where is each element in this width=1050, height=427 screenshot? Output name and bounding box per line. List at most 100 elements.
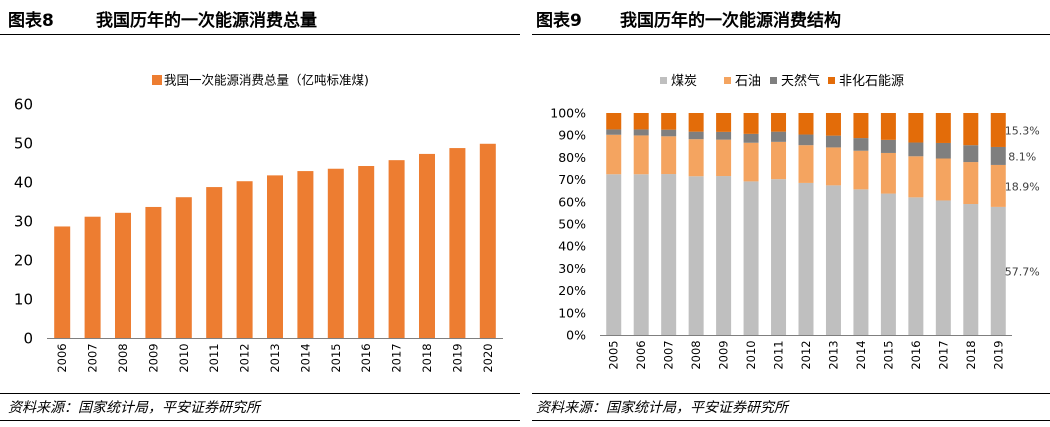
x-tick-label: 2019 <box>450 343 464 372</box>
bar-2017-煤炭 <box>935 200 951 335</box>
x-tick-label: 2011 <box>772 340 786 369</box>
bar-2014 <box>297 171 314 338</box>
y-tick-label: 10% <box>558 305 586 320</box>
x-tick-label: 2013 <box>826 340 840 369</box>
bar-2020 <box>479 143 496 338</box>
bar-2007-天然气 <box>661 129 677 137</box>
legend-label-total: 我国一次能源消费总量（亿吨标准煤) <box>164 73 369 88</box>
bar-2016-石油 <box>908 156 924 198</box>
figure-8-title: 我国历年的一次能源消费总量 <box>96 11 317 31</box>
bar-2011-天然气 <box>771 131 787 142</box>
bar-2008-非化石能源 <box>688 113 704 132</box>
y-tick-label: 40 <box>14 174 33 192</box>
y-tick-label: 80% <box>558 150 586 165</box>
legend-swatch-1 <box>724 77 731 84</box>
bar-2019-石油 <box>990 164 1006 207</box>
bar-2019-非化石能源 <box>990 113 1006 147</box>
x-tick-label: 2006 <box>634 340 648 369</box>
bar-2006 <box>54 226 71 338</box>
bar-2019 <box>449 148 466 338</box>
y-tick-label: 60 <box>14 96 33 114</box>
bar-2017 <box>388 160 405 338</box>
x-tick-label: 2015 <box>329 343 343 372</box>
figure-8-panel: 图表8 我国历年的一次能源消费总量 我国一次能源消费总量（亿吨标准煤) 0 10 20… <box>0 0 520 427</box>
bar-2007 <box>84 216 101 338</box>
bar-2012-天然气 <box>798 134 814 146</box>
x-tick-label: 2006 <box>55 343 69 372</box>
x-tick-label: 2014 <box>854 340 868 369</box>
legend-label-1: 石油 <box>735 74 761 89</box>
bar-2010-石油 <box>743 142 759 182</box>
bar-2006-非化石能源 <box>633 113 649 130</box>
bar-2016-煤炭 <box>908 197 924 335</box>
bar-2012-石油 <box>798 145 814 183</box>
bar-2016 <box>358 166 375 338</box>
bar-2009-石油 <box>716 139 732 177</box>
bar-2018 <box>419 153 435 338</box>
bar-2015-非化石能源 <box>880 113 896 140</box>
bar-2015 <box>327 168 344 338</box>
bar-2009 <box>145 206 162 338</box>
x-tick-label: 2016 <box>909 340 923 369</box>
x-tick-label: 2018 <box>420 343 434 372</box>
figure-9-number: 图表9 <box>536 11 582 31</box>
bar-2011-石油 <box>771 141 787 180</box>
legend-label-2: 天然气 <box>781 73 820 89</box>
legend-swatch-2 <box>770 77 777 84</box>
figure-8-number: 图表8 <box>8 11 54 31</box>
bar-2014-石油 <box>853 150 869 190</box>
figure-8-footer: 资料来源：国家统计局，平安证券研究所 <box>0 393 520 421</box>
bar-2010-天然气 <box>743 133 759 143</box>
x-tick-label: 2012 <box>799 340 813 369</box>
x-tick-label: 2020 <box>481 343 495 372</box>
bar-2013-非化石能源 <box>825 113 841 136</box>
legend-label-0: 煤炭 <box>671 74 697 89</box>
figure-9-header: 图表9 我国历年的一次能源消费结构 <box>532 0 1050 35</box>
bar-2005-天然气 <box>606 129 622 135</box>
x-tick-label: 2009 <box>717 340 731 369</box>
bar-2018-石油 <box>963 162 979 205</box>
y-tick-label: 30 <box>14 213 33 231</box>
bar-2013-煤炭 <box>825 185 841 335</box>
bar-2015-石油 <box>880 152 896 194</box>
y-tick-label: 50 <box>14 135 33 153</box>
bar-2006-天然气 <box>633 129 649 136</box>
bar-2019-天然气 <box>990 146 1006 165</box>
bar-2016-非化石能源 <box>908 113 924 143</box>
y-tick-label: 50% <box>558 217 586 232</box>
bar-2011-煤炭 <box>771 179 787 335</box>
y-tick-label: 0% <box>566 328 586 343</box>
x-tick-label: 2009 <box>146 343 160 372</box>
bar-2009-煤炭 <box>716 176 732 335</box>
bar-2017-石油 <box>935 158 951 201</box>
bar-2016-天然气 <box>908 142 924 157</box>
x-tick-label: 2007 <box>662 340 676 369</box>
x-tick-label: 2007 <box>86 343 100 372</box>
x-tick-label: 2011 <box>207 343 221 372</box>
bar-2009-天然气 <box>716 131 732 140</box>
x-tick-label: 2012 <box>238 343 252 372</box>
data-label-天然气: 8.1% <box>1008 150 1036 163</box>
y-tick-label: 20% <box>558 283 586 298</box>
bar-2005-石油 <box>606 134 622 175</box>
x-tick-label: 2016 <box>359 343 373 372</box>
x-tick-label: 2017 <box>936 340 950 369</box>
y-tick-label: 70% <box>558 172 586 187</box>
bar-2006-煤炭 <box>633 174 649 335</box>
x-tick-label: 2017 <box>390 343 404 372</box>
bar-2011 <box>206 187 223 338</box>
y-tick-label: 40% <box>558 239 586 254</box>
x-tick-label: 2013 <box>268 343 282 372</box>
bar-2008-石油 <box>688 139 704 177</box>
bar-2005-煤炭 <box>606 174 622 335</box>
bar-2006-石油 <box>633 135 649 175</box>
bar-2010-煤炭 <box>743 181 759 335</box>
bar-2014-天然气 <box>853 138 869 151</box>
bar-2013-天然气 <box>825 135 841 148</box>
bar-2014-煤炭 <box>853 189 869 335</box>
bar-2018-天然气 <box>963 145 979 163</box>
y-tick-label: 10 <box>14 291 33 309</box>
y-tick-label: 30% <box>558 261 586 276</box>
bar-2007-石油 <box>661 136 677 175</box>
data-label-非化石能源: 15.3% <box>1005 124 1040 137</box>
